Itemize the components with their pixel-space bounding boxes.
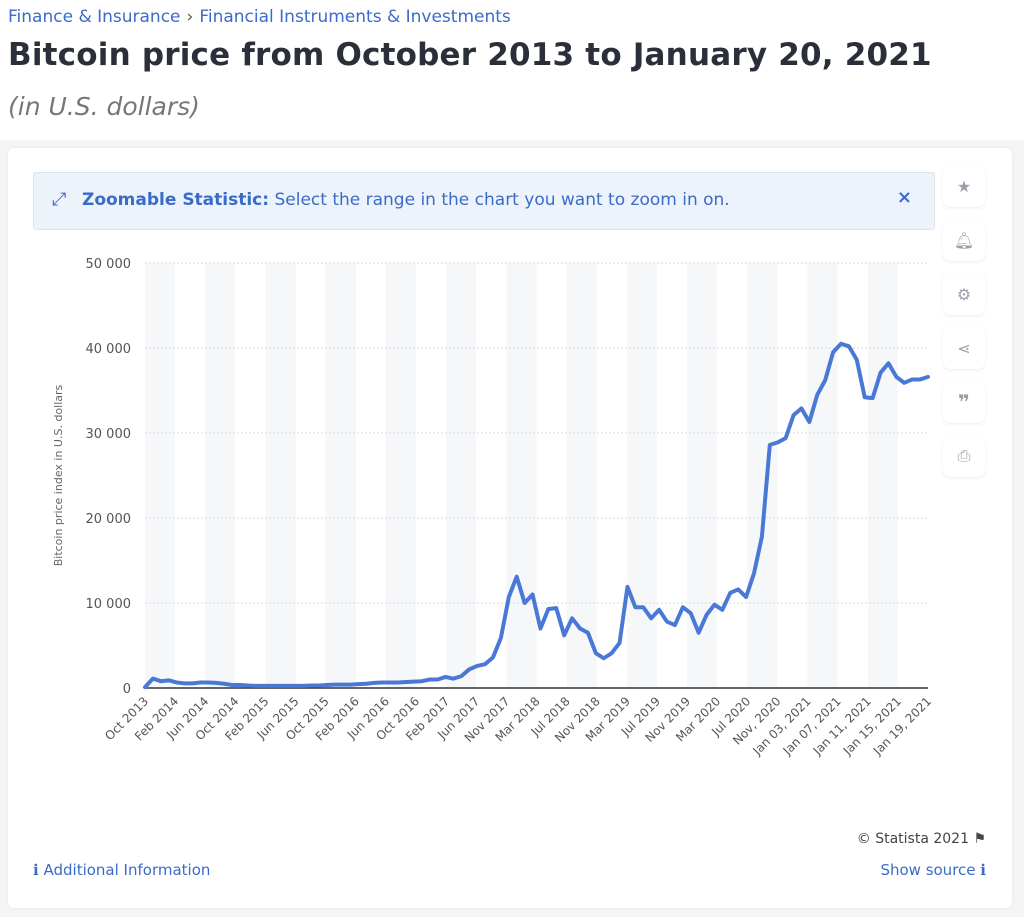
page-header: Finance & Insurance › Financial Instrument… xyxy=(0,0,1024,140)
y-tick-label: 10 000 xyxy=(86,597,132,612)
grid-band xyxy=(446,263,477,688)
settings-button[interactable]: ⚙ xyxy=(943,273,985,315)
toolbar: ★ 🔔︎ ⚙ ⋖ ❞ ⎙ xyxy=(943,165,985,489)
y-tick-label: 50 000 xyxy=(86,257,132,272)
breadcrumb-finance-insurance[interactable]: Finance & Insurance xyxy=(8,7,181,27)
close-banner-button[interactable]: × xyxy=(896,187,912,208)
grid-band xyxy=(145,263,176,688)
cite-button[interactable]: ❞ xyxy=(943,381,985,423)
breadcrumb-financial-instruments[interactable]: Financial Instruments & Investments xyxy=(199,7,511,27)
grid-band xyxy=(626,263,657,688)
grid-band xyxy=(747,263,778,688)
additional-information-label: Additional Information xyxy=(43,861,211,879)
page-title: Bitcoin price from October 2013 to Janua… xyxy=(8,37,932,73)
grid-band xyxy=(265,263,296,688)
chart-card: ⤢ Zoomable Statistic: Select the range i… xyxy=(8,148,1012,908)
copyright: © Statista 2021 ⚑ xyxy=(857,831,986,847)
notification-button[interactable]: 🔔︎ xyxy=(943,219,985,261)
star-icon: ★ xyxy=(956,176,972,196)
share-icon: ⋖ xyxy=(957,338,971,358)
grid-band xyxy=(205,263,236,688)
y-tick-label: 40 000 xyxy=(86,342,132,357)
grid-band xyxy=(807,263,838,688)
y-axis-label: Bitcoin price index in U.S. dollars xyxy=(52,384,65,566)
flag-icon: ⚑ xyxy=(973,831,986,847)
grid-band xyxy=(325,263,356,688)
banner-text: Select the range in the chart you want t… xyxy=(274,190,730,210)
copyright-text: © Statista 2021 xyxy=(856,831,969,847)
info-icon: ℹ xyxy=(33,861,39,879)
zoomable-banner: ⤢ Zoomable Statistic: Select the range i… xyxy=(33,172,935,230)
quote-icon: ❞ xyxy=(958,390,970,414)
grid-band xyxy=(385,263,417,688)
y-tick-label: 30 000 xyxy=(86,427,132,442)
y-tick-label: 20 000 xyxy=(86,512,132,527)
grid-band xyxy=(506,263,537,688)
page-subtitle: (in U.S. dollars) xyxy=(8,92,200,121)
show-source-label: Show source xyxy=(880,861,976,879)
breadcrumb: Finance & Insurance › Financial Instrument… xyxy=(8,7,511,27)
line-chart[interactable]: 0 10 000 20 000 30 000 40 000 50 000 Bitcoin p… xyxy=(8,148,948,808)
show-source-link[interactable]: Show source ℹ xyxy=(880,861,986,879)
expand-arrows-icon: ⤢ xyxy=(52,189,67,210)
additional-information-link[interactable]: ℹ Additional Information xyxy=(33,861,210,879)
print-icon: ⎙ xyxy=(957,446,971,465)
grid-band xyxy=(867,263,898,688)
info-icon: ℹ xyxy=(980,861,986,879)
breadcrumb-separator: › xyxy=(186,7,194,27)
print-button[interactable]: ⎙ xyxy=(943,435,985,477)
favorite-button[interactable]: ★ xyxy=(943,165,985,207)
gear-icon: ⚙ xyxy=(956,284,972,304)
price-line xyxy=(143,341,930,690)
bell-icon: 🔔︎ xyxy=(953,230,975,250)
share-button[interactable]: ⋖ xyxy=(943,327,985,369)
banner-bold: Zoomable Statistic: xyxy=(82,190,270,210)
y-tick-label: 0 xyxy=(123,682,131,697)
